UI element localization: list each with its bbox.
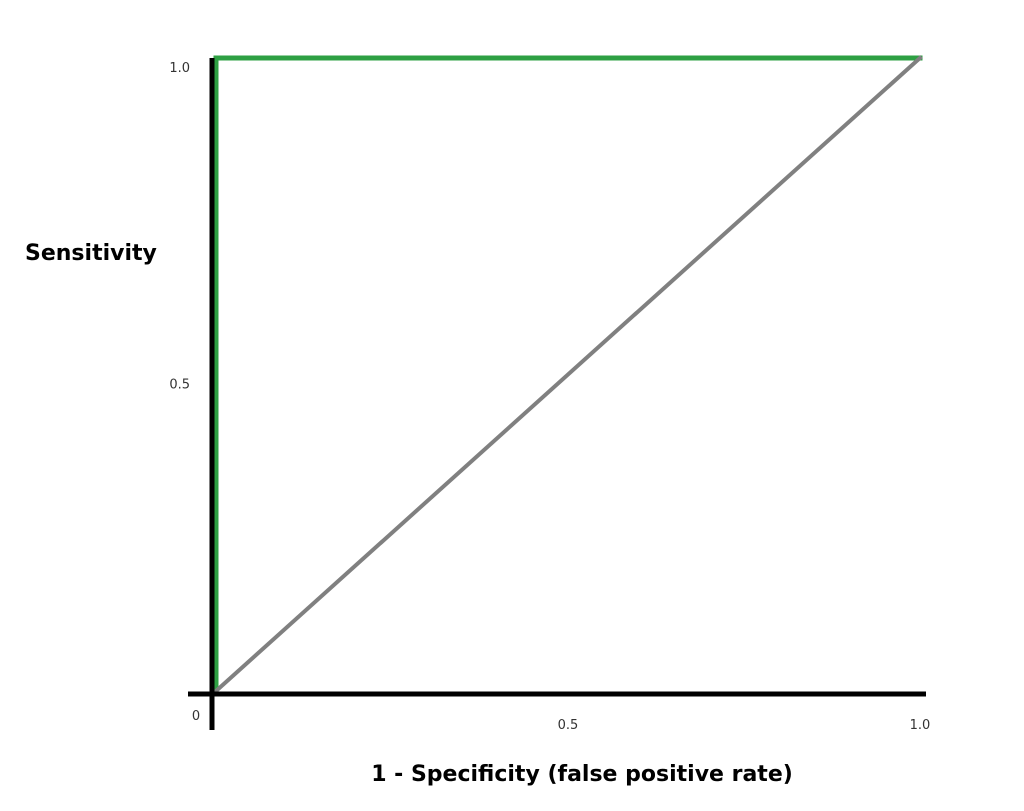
y-axis-label: Sensitivity: [25, 241, 157, 266]
x-tick-label: 0.5: [558, 718, 579, 733]
tick-labels: 0.5 1.0 0.5 1.0: [169, 61, 930, 733]
axes-layer: [188, 58, 926, 730]
random-classifier-line: [213, 55, 923, 694]
origin-label: 0: [192, 709, 200, 724]
series-layer: [213, 55, 923, 694]
x-tick-label: 1.0: [910, 718, 931, 733]
y-tick-label: 0.5: [169, 378, 190, 393]
perfect-classifier-line: [213, 55, 923, 694]
y-tick-label: 1.0: [169, 61, 190, 76]
x-axis-label: 1 - Specificity (false positive rate): [371, 762, 793, 787]
